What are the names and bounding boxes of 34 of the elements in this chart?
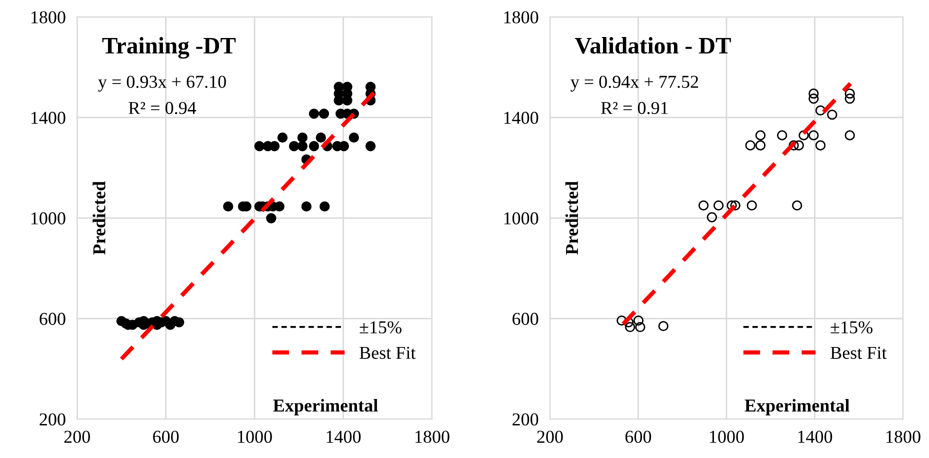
- text: Training -DT: [102, 37, 236, 59]
- x-tick-label: 1400: [326, 430, 361, 443]
- y-tick-label: 1400: [504, 112, 538, 124]
- annotation: y = 0.93x + 67.10: [98, 76, 226, 92]
- y-tick-label: 1000: [31, 212, 66, 224]
- legend-label: ±15%: [830, 321, 872, 334]
- y-tick-label: 1800: [504, 11, 538, 24]
- y-tick-label: 600: [512, 312, 538, 325]
- x-tick-label: 1800: [886, 430, 920, 443]
- annotation: R² = 0.91: [601, 102, 668, 114]
- x-axis-title: Experimental: [273, 398, 378, 416]
- y-tick-label: 1400: [31, 112, 66, 124]
- x-tick-label: 1400: [798, 430, 832, 443]
- y-tick-label: 200: [40, 413, 66, 426]
- annotation: R² = 0.94: [128, 102, 196, 114]
- x-tick-label: 1000: [238, 430, 272, 443]
- text: Validation - DT: [574, 37, 731, 54]
- legend-label: Best Fit: [360, 346, 416, 359]
- x-tick-label: 200: [537, 430, 563, 443]
- y-axis-title: Predicted: [92, 181, 106, 255]
- annotation: y = 0.94x + 77.52: [570, 76, 698, 92]
- x-tick-label: 600: [625, 430, 652, 443]
- x-tick-label: 1800: [416, 430, 450, 443]
- y-axis-title: Predicted: [565, 181, 578, 255]
- y-tick-label: 1000: [504, 212, 538, 224]
- x-tick-label: 1000: [710, 430, 744, 443]
- legend-label: ±15%: [360, 321, 402, 334]
- y-tick-label: 1800: [31, 11, 66, 24]
- x-tick-label: 200: [64, 430, 90, 443]
- legend-label: Best Fit: [830, 346, 887, 359]
- x-tick-label: 600: [153, 430, 179, 443]
- y-tick-label: 600: [40, 312, 66, 325]
- y-tick-label: 200: [512, 413, 538, 426]
- x-axis-title: Experimental: [744, 398, 850, 416]
